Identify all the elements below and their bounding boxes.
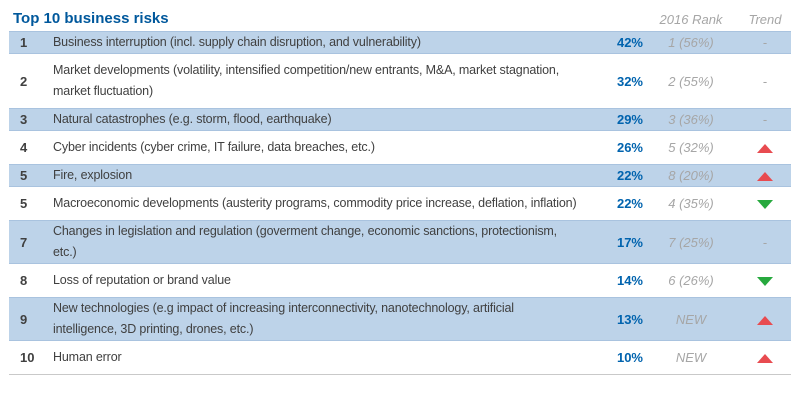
table-row: 3 Natural catastrophes (e.g. storm, floo… — [9, 108, 791, 131]
rank-cell: 10 — [20, 350, 35, 365]
table-row: 5 Fire, explosion 22% 8 (20%) — [9, 164, 791, 187]
rank-cell: 8 — [20, 273, 28, 288]
percent-cell: 17% — [616, 234, 643, 250]
rank-cell: 2 — [20, 73, 28, 89]
percent-cell: 13% — [616, 311, 643, 327]
rank-cell: 9 — [20, 311, 28, 327]
page-title: Top 10 business risks — [13, 10, 169, 27]
trend-cell — [739, 137, 791, 158]
column-header-trend: Trend — [748, 12, 782, 27]
trend-cell — [739, 270, 791, 291]
trend-flat-dash: - — [762, 112, 768, 127]
trend-down-icon — [757, 277, 773, 287]
risk-description-cell: Macroeconomic developments (austerity pr… — [53, 196, 577, 210]
percent-cell: 22% — [616, 196, 643, 211]
trend-flat-dash: - — [762, 35, 768, 50]
percent-cell: 26% — [616, 140, 643, 155]
column-header-2016-rank: 2016 Rank — [659, 12, 723, 27]
trend-up-icon — [757, 315, 773, 325]
risk-description-cell: Fire, explosion — [53, 168, 133, 182]
rank-2016-cell: 2 (55%) — [668, 73, 714, 89]
table-header-row: Top 10 business risks 2016 Rank Trend — [9, 10, 791, 31]
trend-up-icon — [757, 144, 773, 154]
risk-description-cell: Loss of reputation or brand value — [53, 273, 231, 287]
percent-cell: 22% — [616, 168, 643, 183]
table-row: 5 Macroeconomic developments (austerity … — [9, 192, 791, 215]
rank-cell: 3 — [20, 112, 28, 127]
table-row: 8 Loss of reputation or brand value 14% … — [9, 269, 791, 292]
trend-cell — [739, 309, 791, 330]
table-row: 2 Market developments (volatility, inten… — [9, 59, 791, 103]
risk-description-cell: Changes in legislation and regulation (g… — [53, 224, 558, 259]
risk-description-cell: Market developments (volatility, intensi… — [53, 63, 560, 98]
rank-2016-cell: 6 (26%) — [668, 273, 714, 288]
rank-2016-cell: NEW — [675, 350, 707, 365]
trend-cell: - — [739, 71, 791, 92]
trend-down-icon — [757, 200, 773, 210]
risk-description-cell: New technologies (e.g impact of increasi… — [53, 301, 514, 336]
table-row: 1 Business interruption (incl. supply ch… — [9, 31, 791, 54]
trend-up-icon — [757, 172, 773, 182]
rank-2016-cell: 8 (20%) — [668, 168, 714, 183]
rank-cell: 5 — [20, 196, 28, 211]
percent-cell: 42% — [616, 35, 643, 50]
rank-cell: 5 — [20, 168, 28, 183]
rank-2016-cell: 5 (32%) — [668, 140, 714, 155]
trend-flat-dash: - — [762, 234, 768, 250]
rank-cell: 1 — [20, 35, 28, 50]
trend-flat-dash: - — [762, 73, 768, 89]
table-row: 4 Cyber incidents (cyber crime, IT failu… — [9, 136, 791, 159]
rank-2016-cell: 4 (35%) — [668, 196, 714, 211]
rank-2016-cell: 7 (25%) — [668, 234, 714, 250]
risk-description-cell: Cyber incidents (cyber crime, IT failure… — [53, 140, 375, 154]
risk-description-cell: Human error — [53, 350, 122, 364]
trend-cell — [739, 193, 791, 214]
risk-table-body: 1 Business interruption (incl. supply ch… — [9, 31, 791, 375]
trend-cell — [739, 165, 791, 186]
rank-2016-cell: 1 (56%) — [668, 35, 714, 50]
rank-2016-cell: NEW — [675, 311, 707, 327]
rank-cell: 7 — [20, 234, 28, 250]
risk-description-cell: Natural catastrophes (e.g. storm, flood,… — [53, 112, 332, 126]
trend-cell — [739, 347, 791, 368]
rank-2016-cell: 3 (36%) — [668, 112, 714, 127]
percent-cell: 32% — [616, 73, 643, 89]
percent-cell: 29% — [616, 112, 643, 127]
trend-cell: - — [739, 109, 791, 130]
percent-cell: 10% — [616, 350, 643, 365]
rank-cell: 4 — [20, 140, 28, 155]
risk-description-cell: Business interruption (incl. supply chai… — [53, 35, 421, 49]
table-row: 9 New technologies (e.g impact of increa… — [9, 297, 791, 341]
table-row: 7 Changes in legislation and regulation … — [9, 220, 791, 264]
trend-up-icon — [757, 354, 773, 364]
trend-cell: - — [739, 32, 791, 53]
table-row: 10 Human error 10% NEW — [9, 346, 791, 369]
percent-cell: 14% — [616, 273, 643, 288]
trend-cell: - — [739, 232, 791, 253]
